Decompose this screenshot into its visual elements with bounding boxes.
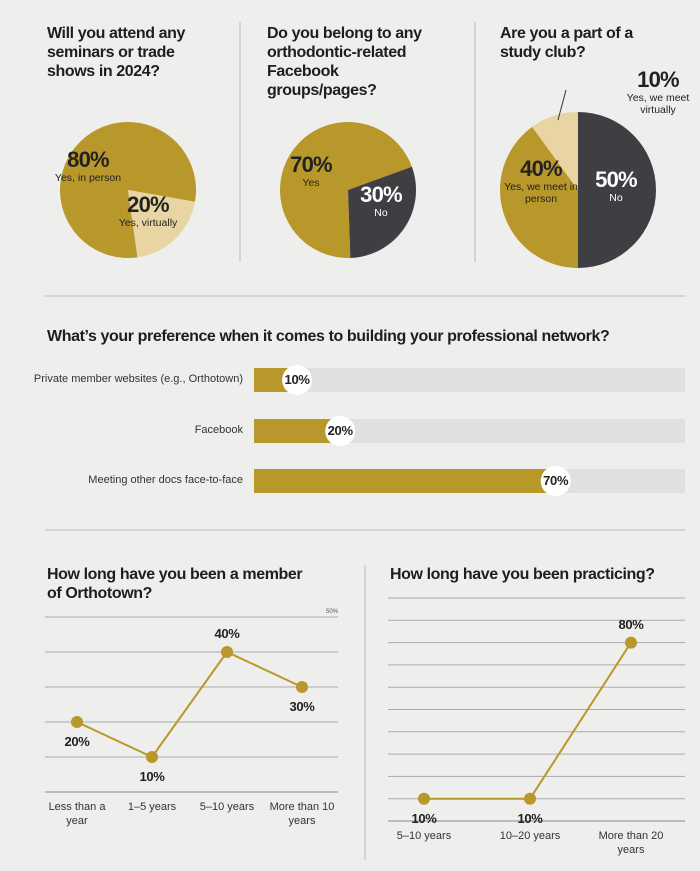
point — [296, 681, 308, 693]
x-tick-label: 5–10 years — [199, 801, 255, 813]
point — [625, 636, 637, 649]
slice-category: Yes, we meet in person — [504, 181, 578, 205]
pie-slice — [578, 112, 656, 268]
bar-label: Meeting other docs face-to-face — [88, 474, 243, 486]
point — [221, 646, 233, 658]
value-label: 10% — [411, 810, 437, 826]
x-tick-label: More than 10 years — [269, 801, 335, 827]
x-tick-label: 10–20 years — [499, 830, 561, 842]
slice-category: No — [374, 207, 388, 219]
value-label: 20% — [327, 423, 353, 438]
x-tick-label: Less than a year — [48, 801, 106, 827]
slice-category: No — [609, 192, 623, 204]
slice-category: Yes — [302, 177, 320, 189]
slice-value: 20% — [127, 192, 169, 217]
slice-value: 40% — [520, 156, 562, 181]
pie-slice — [60, 121, 197, 258]
slice-label: 80% Yes, in person — [43, 147, 133, 185]
slice-value: 80% — [67, 147, 109, 172]
slice-label: 40% Yes, we meet in person — [496, 156, 586, 206]
slice-label: 70% Yes — [266, 152, 356, 190]
value-label: 10% — [517, 810, 543, 826]
value-label: 40% — [214, 626, 240, 641]
point — [146, 751, 158, 763]
value-badge — [540, 466, 571, 496]
chart-title: How long have you been practicing? — [390, 566, 655, 583]
chart-title: Are you a part of a study club? — [500, 25, 633, 61]
point — [524, 792, 536, 805]
value-badge — [282, 365, 313, 395]
pie-slice — [532, 112, 578, 190]
point — [71, 716, 83, 728]
value-label: 70% — [543, 473, 569, 488]
chart-title: How long have you been a member of Ortho… — [47, 566, 303, 602]
slice-category: Yes, in person — [54, 172, 122, 184]
chart-title: Do you belong to any orthodontic-related… — [267, 25, 422, 99]
slice-value: 70% — [290, 152, 332, 177]
slice-value: 50% — [595, 167, 637, 192]
bar-track — [254, 368, 685, 392]
x-tick-label: 1–5 years — [127, 801, 177, 813]
slice-label: 20% Yes, virtually — [103, 192, 193, 230]
x-tick-label: 5–10 years — [396, 830, 452, 842]
leader-line — [557, 89, 567, 121]
bar — [254, 469, 556, 493]
slice-value: 30% — [360, 182, 402, 207]
pie-slice — [500, 126, 578, 269]
value-label: 20% — [64, 734, 90, 749]
bar-label: Private member websites (e.g., Orthotown… — [33, 373, 243, 385]
slice-label: 10% Yes, we meet virtually — [613, 67, 700, 117]
y-tick-label: 50% — [325, 609, 338, 615]
value-label: 30% — [289, 699, 315, 714]
value-badge — [325, 416, 356, 446]
slice-category: Yes, we meet virtually — [626, 92, 690, 116]
pie-slice — [128, 190, 195, 258]
point — [418, 792, 430, 805]
slice-category: Yes, virtually — [118, 217, 178, 229]
chart-title: Will you attend any seminars or trade sh… — [47, 25, 186, 80]
slice-label: 30% No — [336, 182, 426, 220]
value-label: 10% — [139, 769, 165, 784]
value-label: 10% — [284, 372, 310, 387]
bar-label: Facebook — [194, 424, 243, 436]
chart-title: What’s your preference when it comes to … — [47, 328, 610, 345]
pie-slice — [348, 166, 417, 258]
slice-value: 10% — [637, 67, 679, 92]
slice-label: 50% No — [571, 167, 661, 205]
x-tick-label: More than 20 years — [598, 830, 664, 856]
line — [76, 650, 303, 759]
pie-slice — [280, 122, 412, 258]
line — [424, 642, 632, 800]
value-label: 80% — [618, 616, 644, 632]
